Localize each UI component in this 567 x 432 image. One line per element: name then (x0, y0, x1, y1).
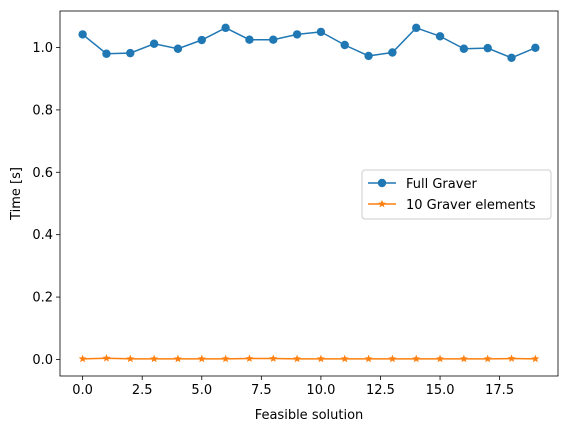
data-point-full-graver (78, 30, 86, 38)
y-axis-label: Time [s] (9, 167, 24, 221)
data-point-full-graver (364, 52, 372, 60)
data-point-full-graver (150, 40, 158, 48)
data-point-full-graver (245, 36, 253, 44)
data-point-full-graver (293, 30, 301, 38)
x-tick-label: 15.0 (426, 383, 455, 398)
data-point-full-graver (412, 24, 420, 32)
data-point-full-graver (341, 41, 349, 49)
data-point-full-graver (507, 54, 515, 62)
y-tick-label: 0.4 (32, 228, 53, 243)
legend-label-10-graver: 10 Graver elements (406, 198, 536, 213)
data-point-full-graver (102, 50, 110, 58)
data-point-full-graver (198, 36, 206, 44)
y-tick-label: 0.0 (32, 353, 53, 368)
series-line-10-graver-elements (83, 358, 536, 359)
y-tick-label: 0.8 (32, 103, 53, 118)
data-point-full-graver (484, 44, 492, 52)
x-axis-label: Feasible solution (255, 408, 364, 423)
data-point-full-graver (531, 44, 539, 52)
x-tick-label: 2.5 (132, 383, 153, 398)
data-point-full-graver (174, 45, 182, 53)
y-tick-label: 0.2 (32, 291, 53, 306)
x-tick-label: 17.5 (485, 383, 514, 398)
legend: Full Graver 10 Graver elements (362, 170, 551, 219)
data-point-full-graver (269, 36, 277, 44)
data-point-full-graver (460, 45, 468, 53)
legend-label-full-graver: Full Graver (406, 177, 477, 192)
data-point-full-graver (221, 24, 229, 32)
y-tick-label: 1.0 (32, 41, 53, 56)
x-tick-label: 7.5 (251, 383, 272, 398)
data-point-full-graver (317, 28, 325, 36)
data-point-full-graver (126, 49, 134, 57)
x-tick-label: 0.0 (72, 383, 93, 398)
x-tick-label: 5.0 (191, 383, 212, 398)
x-tick-label: 12.5 (366, 383, 395, 398)
legend-marker-full-graver (378, 179, 386, 187)
y-tick-label: 0.6 (32, 166, 53, 181)
x-tick-label: 10.0 (306, 383, 335, 398)
data-point-full-graver (436, 32, 444, 40)
data-point-full-graver (388, 48, 396, 56)
